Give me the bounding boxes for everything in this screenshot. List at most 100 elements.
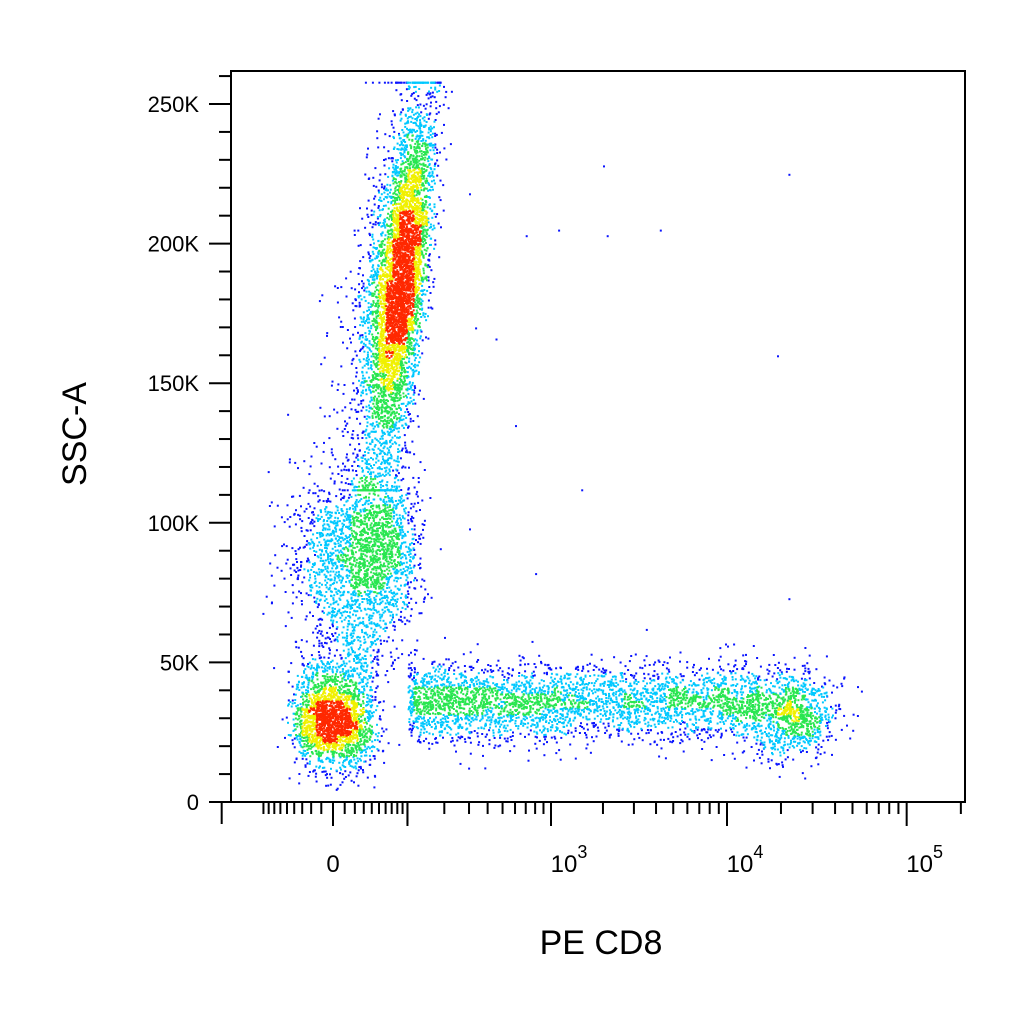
event-point (423, 598, 426, 601)
event-point (633, 726, 636, 729)
event-point (337, 570, 340, 573)
event-point (367, 503, 370, 506)
event-point (427, 315, 429, 318)
event-point (368, 376, 371, 379)
event-point (417, 564, 420, 566)
event-point (590, 653, 593, 656)
event-point (309, 573, 311, 576)
event-point (427, 337, 430, 340)
event-point (356, 636, 359, 639)
event-point (301, 603, 303, 606)
event-point (429, 149, 432, 152)
event-point (653, 670, 656, 673)
event-point (421, 523, 424, 526)
event-point (604, 671, 607, 674)
event-point (711, 668, 714, 671)
event-point (412, 505, 415, 508)
event-point (509, 728, 512, 731)
event-point (358, 337, 361, 340)
event-point (759, 679, 762, 682)
event-point (321, 550, 324, 553)
event-point (422, 657, 425, 660)
event-point (792, 736, 795, 739)
event-point (703, 740, 706, 743)
event-point (658, 716, 661, 719)
event-point (538, 682, 541, 685)
event-point (567, 729, 570, 732)
event-point (729, 670, 732, 673)
event-point (378, 209, 381, 212)
event-point (376, 137, 379, 140)
event-point (352, 452, 355, 455)
event-point (807, 740, 810, 743)
event-point (549, 719, 552, 722)
event-point (486, 670, 489, 673)
event-point (597, 674, 600, 677)
event-point (309, 576, 312, 579)
event-point (334, 573, 337, 576)
event-point (384, 502, 387, 505)
event-point (690, 709, 693, 712)
event-point (788, 598, 791, 601)
event-point (305, 674, 308, 677)
event-point (635, 719, 638, 722)
event-point (843, 677, 846, 680)
event-point (667, 681, 670, 684)
event-point (362, 345, 365, 348)
event-point (371, 636, 374, 639)
event-point (617, 732, 620, 735)
event-point (695, 684, 698, 687)
event-point (311, 511, 313, 514)
event-point (416, 495, 419, 498)
event-point (330, 384, 333, 387)
event-point (493, 720, 496, 723)
event-point (358, 658, 361, 661)
event-point (436, 81, 439, 84)
event-point (687, 733, 690, 736)
event-point (543, 754, 546, 757)
event-point (371, 235, 374, 238)
event-point (640, 692, 643, 695)
event-point (334, 522, 337, 525)
event-point (392, 598, 395, 601)
event-point (345, 469, 348, 472)
event-point (340, 508, 343, 511)
event-point (684, 708, 687, 710)
event-point (362, 617, 365, 620)
event-point (334, 526, 337, 529)
event-point (459, 762, 462, 765)
event-point (346, 510, 349, 513)
event-point (407, 425, 410, 428)
event-point (285, 562, 288, 565)
event-point (393, 628, 396, 631)
event-point (425, 121, 428, 123)
event-point (364, 650, 367, 653)
event-point (355, 601, 358, 604)
event-point (335, 530, 338, 533)
event-point (369, 293, 372, 296)
event-point (323, 356, 326, 359)
event-point (363, 377, 366, 380)
event-point (333, 576, 336, 579)
event-point (521, 656, 524, 659)
event-point (347, 643, 350, 646)
event-point (594, 723, 597, 726)
event-point (405, 416, 408, 419)
event-point (372, 458, 374, 461)
event-point (311, 541, 314, 544)
event-point (429, 92, 432, 95)
event-point (387, 459, 389, 461)
event-point (665, 717, 667, 720)
event-point (421, 352, 424, 355)
event-point (381, 654, 384, 657)
event-point (423, 125, 426, 128)
event-point (373, 634, 376, 636)
event-point (359, 334, 362, 337)
event-point (567, 673, 570, 676)
event-point (774, 692, 777, 695)
event-point (380, 450, 383, 453)
event-point (669, 720, 672, 722)
event-point (410, 731, 413, 734)
event-point (752, 681, 755, 684)
event-point (335, 769, 338, 772)
